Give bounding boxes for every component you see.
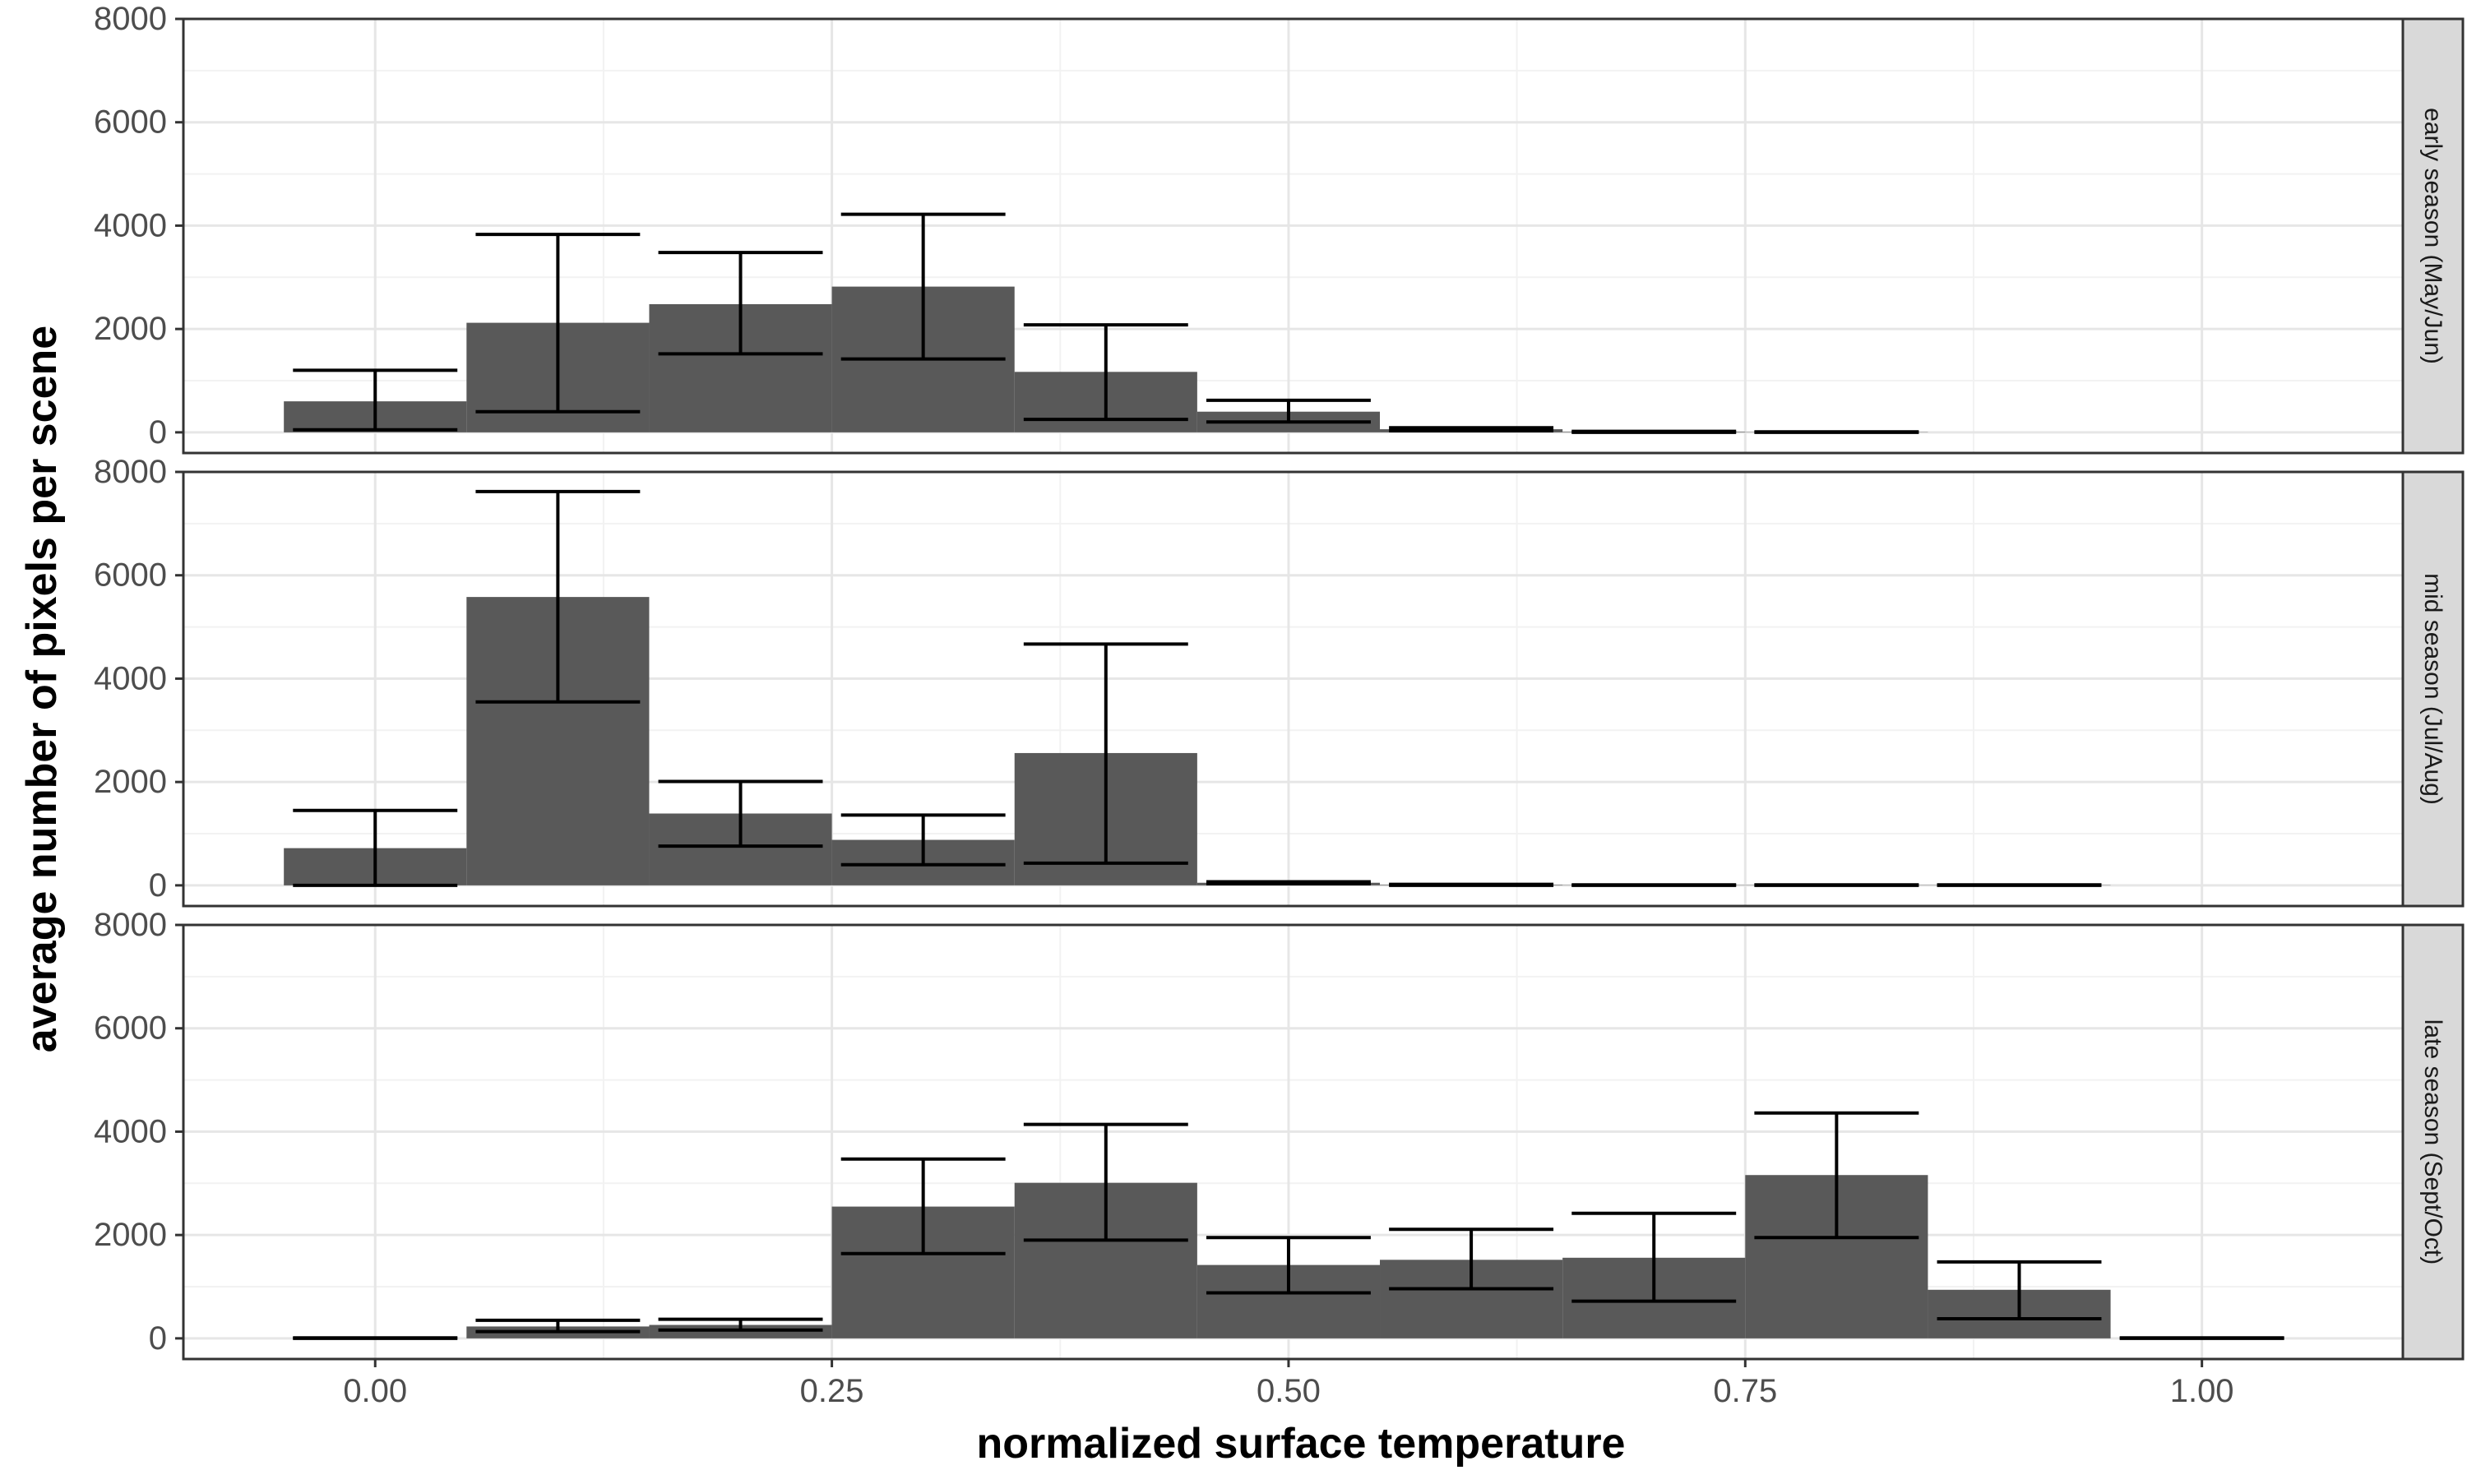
y-tick-label: 0: [149, 867, 167, 904]
facet-strip-label: late season (Sept/Oct): [2419, 1019, 2446, 1264]
facet-panel: early season (May/Jun) 0 2000 4000 6000 8000: [94, 1, 2463, 453]
y-tick-label: 4000: [94, 1113, 167, 1149]
x-tick-label: 0.00: [343, 1373, 407, 1409]
error-bar: [1389, 428, 1553, 431]
y-tick-label: 2000: [94, 1217, 167, 1253]
y-tick-label: 6000: [94, 1010, 167, 1047]
facet-strip-label: mid season (Jul/Aug): [2419, 573, 2446, 805]
y-tick-label: 6000: [94, 557, 167, 594]
y-tick-label: 2000: [94, 311, 167, 347]
x-tick-label: 1.00: [2170, 1373, 2234, 1409]
y-tick-label: 4000: [94, 660, 167, 696]
x-tick-label: 0.50: [1257, 1373, 1321, 1409]
facet-strip-label: early season (May/Jun): [2419, 108, 2446, 364]
y-tick-label: 8000: [94, 454, 167, 490]
y-tick-label: 8000: [94, 907, 167, 943]
error-bar: [1206, 881, 1371, 884]
y-tick-label: 0: [149, 1320, 167, 1357]
x-tick-label: 0.75: [1713, 1373, 1777, 1409]
y-tick-label: 8000: [94, 1, 167, 37]
x-axis-title: normalized surface temperature: [977, 1420, 1626, 1468]
y-tick-label: 6000: [94, 104, 167, 141]
x-tick-label: 0.25: [800, 1373, 864, 1409]
facet-panel: mid season (Jul/Aug) 0 2000 4000 6000 8000: [94, 454, 2463, 906]
y-tick-label: 4000: [94, 207, 167, 243]
y-axis-title: average number of pixels per scene: [18, 326, 66, 1052]
y-tick-label: 0: [149, 414, 167, 451]
facet-panel: late season (Sept/Oct) 0 2000 4000 6000 8000 0…: [94, 907, 2463, 1409]
panels-layer: early season (May/Jun)02000400060008000m…: [94, 1, 2463, 1409]
y-tick-label: 2000: [94, 764, 167, 800]
